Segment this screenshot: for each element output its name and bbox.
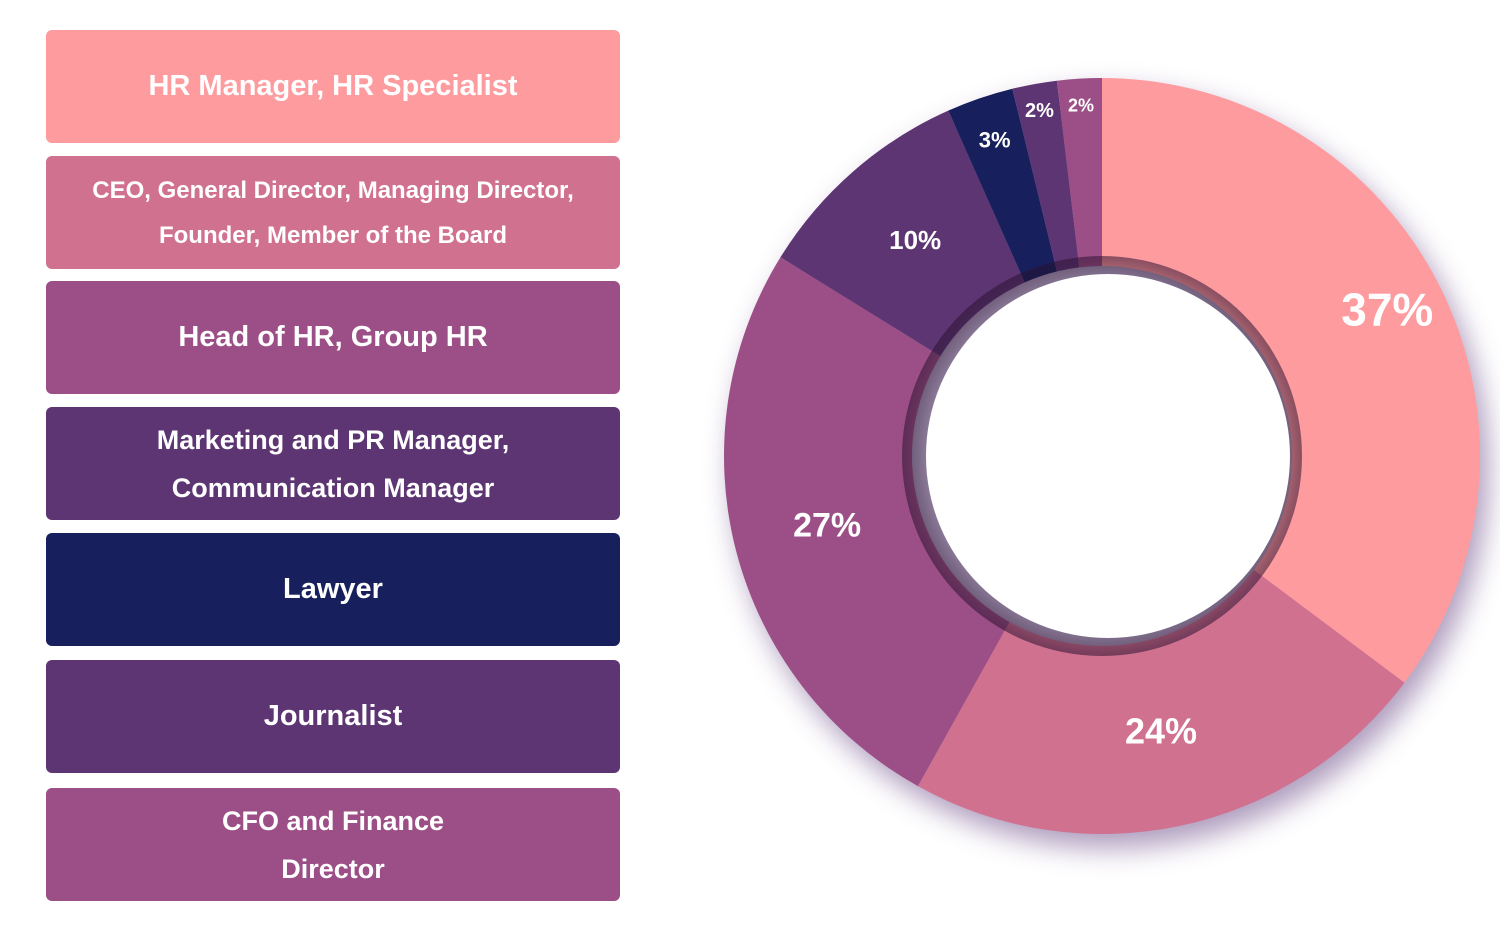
value-labels: 37% 24% 27% 10% 3% 2% 2%: [793, 95, 1433, 751]
legend-item-hr-manager: HR Manager, HR Specialist: [46, 30, 620, 143]
legend-item-ceo: CEO, General Director, Managing Director…: [46, 156, 620, 269]
legend-item-marketing-pr: Marketing and PR Manager, Communication …: [46, 407, 620, 520]
legend-label: Marketing and PR Manager, Communication …: [156, 424, 510, 503]
slices: [724, 78, 1480, 834]
legend-label: Journalist: [263, 700, 403, 732]
donut-slice-6: [1056, 78, 1102, 268]
donut-hole-center: [926, 274, 1290, 638]
donut-slice-0: [1102, 78, 1480, 683]
slice-value-label-1: 24%: [1125, 710, 1197, 751]
slice-value-label-3: 10%: [889, 225, 941, 255]
donut-slice-5: [1012, 80, 1080, 272]
legend-label: Head of HR, Group HR: [178, 321, 488, 353]
slice-value-label-4: 3%: [979, 128, 1011, 153]
legend-item-journalist: Journalist: [46, 660, 620, 773]
donut-hole: [902, 256, 1302, 656]
legend-label: CFO and Finance Director: [221, 805, 445, 884]
legend-label: Lawyer: [283, 573, 383, 605]
slice-value-label-0: 37%: [1341, 283, 1433, 335]
legend-item-head-of-hr: Head of HR, Group HR: [46, 281, 620, 394]
legend-item-cfo: CFO and Finance Director: [46, 788, 620, 901]
legend-label: HR Manager, HR Specialist: [148, 70, 518, 102]
slice-value-label-6: 2%: [1068, 95, 1094, 115]
donut-slice-3: [780, 110, 1025, 357]
donut-chart-svg: 37% 24% 27% 10% 3% 2% 2%: [724, 78, 1488, 848]
donut-slice-2: [724, 257, 1010, 787]
donut-slice-4: [948, 88, 1057, 283]
slice-value-label-2: 27%: [793, 506, 861, 544]
slice-value-label-5: 2%: [1025, 100, 1054, 122]
legend-label: CEO, General Director, Managing Director…: [92, 176, 574, 249]
donut-chart: 37% 24% 27% 10% 3% 2% 2%: [700, 60, 1500, 880]
legend-item-lawyer: Lawyer: [46, 533, 620, 646]
